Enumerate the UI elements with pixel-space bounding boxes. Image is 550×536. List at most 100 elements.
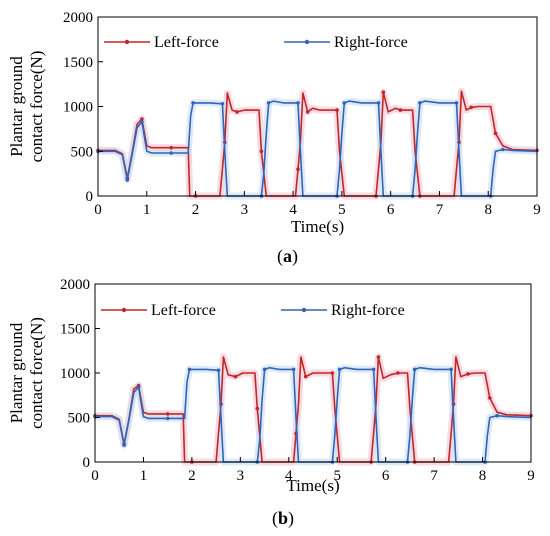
chart-panel-b: 0 1 2 3 4 5 6 7 8 9 0 500 1000 1500 2000 Time(s) Plant… [7, 277, 535, 529]
x-tick-label: 0 [91, 468, 99, 484]
data-point [216, 368, 221, 373]
data-point [376, 101, 381, 105]
x-tick-label: 1 [140, 468, 148, 484]
series-layer [96, 90, 539, 198]
data-point [381, 90, 386, 94]
data-point [488, 396, 492, 400]
x-tick-label: 3 [241, 202, 249, 218]
x-tick-label: 8 [479, 468, 487, 484]
panel-label: (b) [272, 508, 294, 529]
data-point [187, 367, 192, 372]
legend: Left-force Right-force [104, 34, 408, 51]
series-line-right-force [98, 100, 538, 197]
y-tick-label: 0 [86, 189, 94, 205]
data-point [233, 374, 238, 379]
data-point [342, 101, 347, 105]
data-point [371, 367, 376, 372]
legend-marker [121, 307, 127, 313]
legend-item-left-force: Left-force [104, 34, 219, 51]
legend: Left-force Right-force [101, 302, 405, 319]
panel-label: (a) [277, 246, 298, 267]
x-tick-label: 6 [387, 202, 395, 218]
data-point [303, 374, 308, 379]
data-point [398, 108, 403, 112]
data-point [412, 367, 417, 372]
tick-layer: 0 1 2 3 4 5 6 7 8 9 0 500 1000 1500 2000 [63, 10, 541, 218]
legend-marker [124, 39, 130, 45]
data-point [169, 145, 173, 150]
x-tick-label: 7 [436, 202, 444, 218]
y-tick-label: 2000 [60, 277, 90, 293]
y-tick-label: 1500 [63, 55, 93, 71]
data-point [122, 443, 126, 447]
data-point [296, 101, 300, 105]
data-point [169, 151, 173, 155]
y-axis-label-line2: contact force(N) [27, 317, 46, 429]
legend-item-left-force: Left-force [101, 302, 216, 319]
data-point [296, 167, 300, 171]
y-tick-label: 500 [71, 144, 94, 160]
data-point [125, 178, 130, 182]
legend-marker [301, 307, 307, 313]
legend-item-right-force: Right-force [284, 34, 408, 51]
chart-panel-a: 0 1 2 3 4 5 6 7 8 9 0 500 1000 1500 2000 Time(s) Plant… [7, 10, 541, 267]
data-point [501, 147, 505, 152]
data-point [466, 372, 470, 376]
data-point [330, 371, 335, 375]
y-tick-label: 1000 [63, 100, 93, 116]
y-tick-label: 2000 [63, 10, 93, 26]
y-axis-label-line1: Plantar ground [7, 56, 26, 157]
data-point [191, 101, 195, 105]
data-point [469, 105, 474, 110]
data-point [165, 416, 170, 421]
x-tick-label: 3 [237, 468, 245, 484]
data-point [454, 101, 459, 105]
legend-marker [304, 39, 310, 45]
data-point [262, 367, 267, 372]
data-point [220, 102, 225, 106]
x-axis-label: Time(s) [291, 217, 344, 236]
x-tick-label: 4 [285, 468, 293, 484]
x-axis-label: Time(s) [286, 476, 339, 495]
y-tick-label: 1000 [60, 366, 90, 382]
x-tick-label: 8 [484, 202, 492, 218]
y-axis-label-line1: Plantar ground [7, 322, 26, 423]
x-tick-label: 1 [143, 202, 151, 218]
legend-label: Right-force [334, 34, 408, 51]
data-point [396, 371, 400, 375]
data-point [337, 367, 342, 372]
data-point [449, 367, 453, 372]
data-point [376, 355, 381, 359]
tick-layer: 0 1 2 3 4 5 6 7 8 9 0 500 1000 1500 2000 [60, 277, 535, 484]
x-tick-label: 4 [289, 202, 297, 218]
data-point [291, 367, 296, 372]
series-line-right-force [95, 366, 532, 463]
x-tick-label: 0 [94, 202, 102, 218]
x-tick-label: 6 [382, 468, 390, 484]
data-point [493, 131, 498, 136]
data-point [266, 101, 271, 105]
data-point [418, 101, 422, 105]
legend-label: Right-force [331, 302, 405, 319]
data-point [495, 413, 499, 418]
data-point [255, 406, 260, 411]
x-tick-label: 7 [430, 468, 438, 484]
legend-label: Left-force [154, 34, 219, 51]
data-point [136, 385, 141, 390]
x-tick-label: 2 [192, 202, 200, 218]
y-tick-label: 500 [68, 411, 91, 427]
data-point [140, 117, 144, 121]
x-tick-label: 5 [333, 468, 341, 484]
data-point [305, 110, 310, 114]
y-tick-label: 0 [83, 455, 91, 471]
x-tick-label: 2 [188, 468, 196, 484]
x-tick-label: 5 [338, 202, 346, 218]
x-tick-label: 9 [527, 468, 535, 484]
x-tick-label: 9 [533, 202, 541, 218]
data-point [165, 412, 170, 416]
data-point [335, 108, 339, 112]
y-axis-label-line2: contact force(N) [27, 51, 46, 163]
legend-label: Left-force [151, 302, 216, 319]
y-tick-label: 1500 [60, 322, 90, 338]
